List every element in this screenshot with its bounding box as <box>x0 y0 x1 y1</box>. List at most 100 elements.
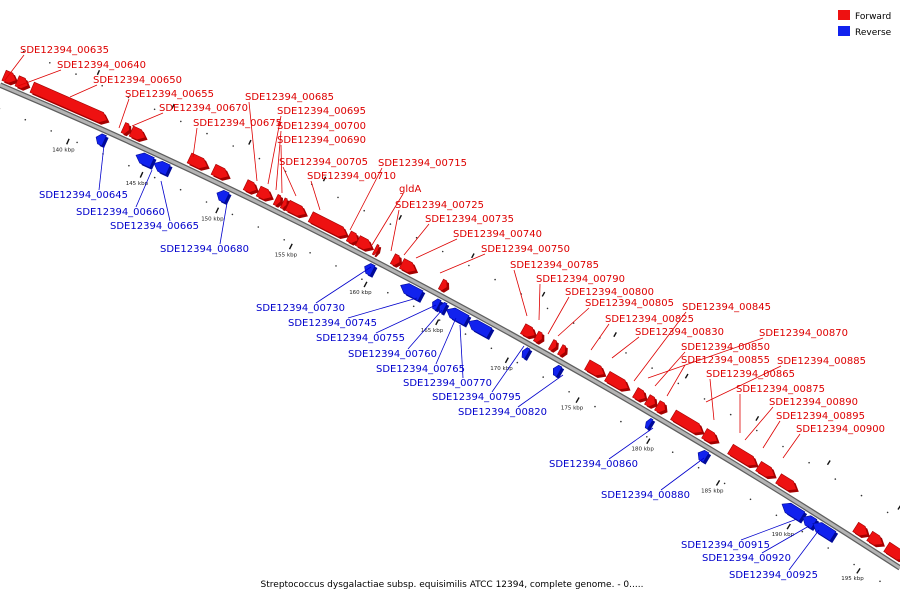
gene-label: SDE12394_00830 <box>635 327 724 338</box>
gene-label: SDE12394_00665 <box>110 221 199 232</box>
forward-gene <box>210 163 229 179</box>
tick-label: 140 kbp <box>52 148 75 154</box>
gene-label: SDE12394_00865 <box>706 369 795 380</box>
minor-tick <box>860 494 863 497</box>
minor-tick <box>438 319 441 321</box>
leader-line <box>98 144 105 191</box>
tick-label: 195 kbp <box>841 576 864 582</box>
leader-line <box>513 269 528 317</box>
leader-line <box>248 101 258 182</box>
tick-label: 190 kbp <box>772 532 795 538</box>
minor-tick <box>50 130 52 132</box>
gene-label: SDE12394_00765 <box>376 364 465 375</box>
minor-tick <box>335 265 337 267</box>
minor-tick <box>468 264 470 267</box>
legend-reverse-label: Reverse <box>855 28 892 38</box>
forward-gene <box>345 230 359 244</box>
minor-tick <box>127 96 130 99</box>
gene-label: SDE12394_00745 <box>288 318 377 329</box>
minor-tick <box>834 478 837 480</box>
minor-tick <box>542 376 544 378</box>
leader-line <box>654 351 686 387</box>
minor-tick <box>101 84 103 87</box>
leader-line <box>788 529 820 571</box>
gene-label: SDE12394_00790 <box>536 274 625 285</box>
forward-gene <box>670 409 703 434</box>
minor-tick <box>671 451 674 454</box>
leader-line <box>611 336 640 359</box>
leader-line <box>557 307 590 337</box>
leader-line <box>744 406 774 441</box>
leader-line <box>709 378 715 421</box>
leader-line <box>390 209 400 252</box>
gene-label: SDE12394_00880 <box>601 490 690 501</box>
minor-tick <box>206 132 208 135</box>
tick-label: 155 kbp <box>275 252 298 258</box>
gene-label: SDE12394_00670 <box>159 103 248 114</box>
minor-tick <box>180 120 182 123</box>
gene-label: SDE12394_00890 <box>769 397 858 408</box>
minor-tick <box>516 361 519 364</box>
leader-line <box>375 304 437 334</box>
major-tick <box>171 103 175 109</box>
gene-label: SDE12394_00885 <box>777 356 866 367</box>
gene-label: SDE12394_00845 <box>682 302 771 313</box>
gene-label: SDE12394_00655 <box>125 89 214 100</box>
major-tick <box>541 291 546 297</box>
leader-line <box>192 127 198 158</box>
gene-label: SDE12394_00640 <box>57 60 146 71</box>
major-tick <box>826 460 831 466</box>
reverse-gene <box>432 298 442 311</box>
gene-label: SDE12394_00715 <box>378 158 467 169</box>
major-tick <box>398 214 403 220</box>
gene-label: SDE12394_00870 <box>759 328 848 339</box>
leader-line <box>347 297 418 319</box>
leader-line <box>310 180 321 211</box>
reverse-gene <box>812 522 837 542</box>
leader-layer <box>4 54 820 571</box>
tick-label: 145 kbp <box>126 181 149 187</box>
reverse-gene <box>802 515 818 530</box>
leader-line <box>135 169 153 208</box>
major-tick <box>435 319 440 326</box>
leader-line <box>4 54 25 81</box>
minor-tick <box>775 514 778 517</box>
reverse-gene <box>644 417 654 430</box>
leader-line <box>590 323 610 351</box>
gene-label: SDE12394_00685 <box>245 92 334 103</box>
gene-label: SDE12394_00660 <box>76 207 165 218</box>
minor-tick <box>179 188 182 191</box>
tick-layer: 140 kbp 145 kbp 150 kbp 155 kbp 160 kbp 165 k… <box>0 50 900 583</box>
gene-label: SDE12394_00740 <box>453 229 542 240</box>
major-tick <box>96 69 101 76</box>
gene-label: SDE12394_00820 <box>458 407 547 418</box>
minor-tick <box>490 347 493 350</box>
major-tick <box>248 139 252 145</box>
forward-gene <box>557 344 566 357</box>
gene-label: SDE12394_00755 <box>316 333 405 344</box>
minor-tick <box>153 108 156 111</box>
major-tick <box>363 281 368 288</box>
minor-tick <box>749 498 752 501</box>
gene-label: SDE12394_00645 <box>39 190 128 201</box>
leader-line <box>762 420 781 449</box>
major-tick <box>613 332 617 338</box>
gene-label: SDE12394_00900 <box>796 424 885 435</box>
forward-gene <box>14 75 29 89</box>
tick-label: 180 kbp <box>631 447 654 453</box>
minor-tick <box>337 196 339 199</box>
gene-label: SDE12394_00760 <box>348 349 437 360</box>
gene-label: SDE12394_00700 <box>277 121 366 132</box>
gene-label: SDE12394_00730 <box>256 303 345 314</box>
forward-gene <box>354 235 373 250</box>
gene-label: SDE12394_00860 <box>549 459 638 470</box>
gene-label: SDE12394_00690 <box>277 135 366 146</box>
legend-reverse-swatch <box>838 26 850 36</box>
major-tick <box>786 523 791 530</box>
gene-label: SDE12394_00895 <box>776 411 865 422</box>
major-tick <box>897 505 900 510</box>
minor-tick <box>677 382 680 385</box>
gene-label: SDE12394_00650 <box>93 75 182 86</box>
forward-gene <box>632 387 646 401</box>
gene-label: SDE12394_00920 <box>702 553 791 564</box>
